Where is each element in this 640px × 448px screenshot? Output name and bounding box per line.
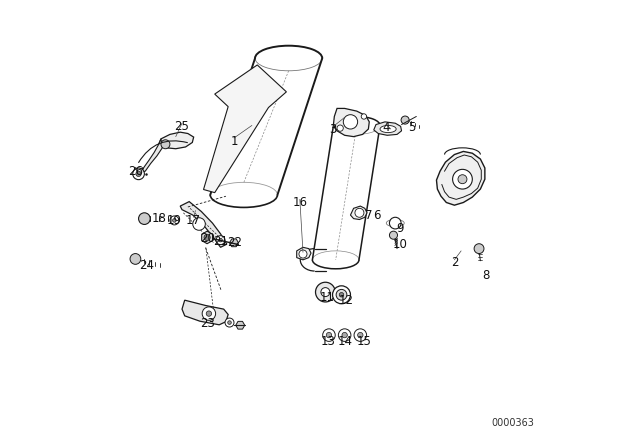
Circle shape [354,329,367,341]
Circle shape [337,125,343,131]
Circle shape [358,332,363,338]
Text: 14: 14 [338,335,353,348]
Circle shape [161,140,170,149]
Polygon shape [182,300,228,325]
Polygon shape [141,139,163,172]
Text: 18: 18 [151,212,166,225]
Circle shape [130,254,141,264]
Polygon shape [333,108,369,137]
Circle shape [361,114,367,119]
Text: 1: 1 [230,134,237,148]
Circle shape [299,250,307,258]
Text: 4: 4 [383,121,390,134]
Polygon shape [202,231,212,244]
Text: 3: 3 [329,123,336,137]
Text: 10: 10 [392,237,407,251]
Text: 6: 6 [374,208,381,222]
Polygon shape [180,202,227,247]
Circle shape [355,208,364,217]
Circle shape [216,236,225,245]
Circle shape [204,234,210,241]
Text: 2: 2 [451,255,458,269]
Circle shape [170,216,179,225]
Text: 11: 11 [319,291,334,305]
Circle shape [339,293,344,297]
Text: 26: 26 [128,164,143,178]
Polygon shape [351,206,367,220]
Circle shape [228,321,231,324]
Circle shape [136,171,141,177]
Circle shape [343,115,358,129]
Polygon shape [297,247,311,260]
Polygon shape [236,321,244,329]
Circle shape [321,288,330,297]
Circle shape [173,219,176,222]
Text: 15: 15 [356,335,371,348]
Text: 20: 20 [200,232,214,245]
Circle shape [132,168,145,180]
Circle shape [193,218,205,230]
Circle shape [219,238,222,242]
Circle shape [316,282,335,302]
Circle shape [336,289,347,300]
Text: 25: 25 [175,120,189,133]
Polygon shape [230,239,239,247]
Circle shape [225,318,234,327]
Text: 8: 8 [482,269,490,282]
Text: 21: 21 [213,234,228,248]
Circle shape [390,231,397,239]
Text: 5: 5 [408,121,415,134]
Text: 12: 12 [339,293,353,307]
Circle shape [333,286,351,304]
Text: 0000363: 0000363 [492,418,534,428]
Polygon shape [204,65,287,193]
Circle shape [339,329,351,341]
Text: 19: 19 [167,214,182,227]
Circle shape [202,307,216,320]
Circle shape [139,213,150,224]
Ellipse shape [380,125,396,133]
Circle shape [458,175,467,184]
Circle shape [389,217,401,229]
Polygon shape [436,151,485,205]
Text: 7: 7 [365,209,372,223]
Circle shape [474,244,484,254]
Text: 24: 24 [139,258,154,272]
Circle shape [401,116,409,124]
Polygon shape [374,122,401,135]
Circle shape [206,311,212,316]
Text: 17: 17 [186,214,201,227]
Text: 9: 9 [396,222,403,235]
Circle shape [342,332,348,338]
Circle shape [326,332,332,338]
Text: 16: 16 [292,196,307,209]
Text: 13: 13 [321,335,335,348]
Text: 22: 22 [227,236,243,250]
Polygon shape [159,132,194,149]
Circle shape [323,329,335,341]
Circle shape [452,169,472,189]
Text: 23: 23 [200,317,214,330]
